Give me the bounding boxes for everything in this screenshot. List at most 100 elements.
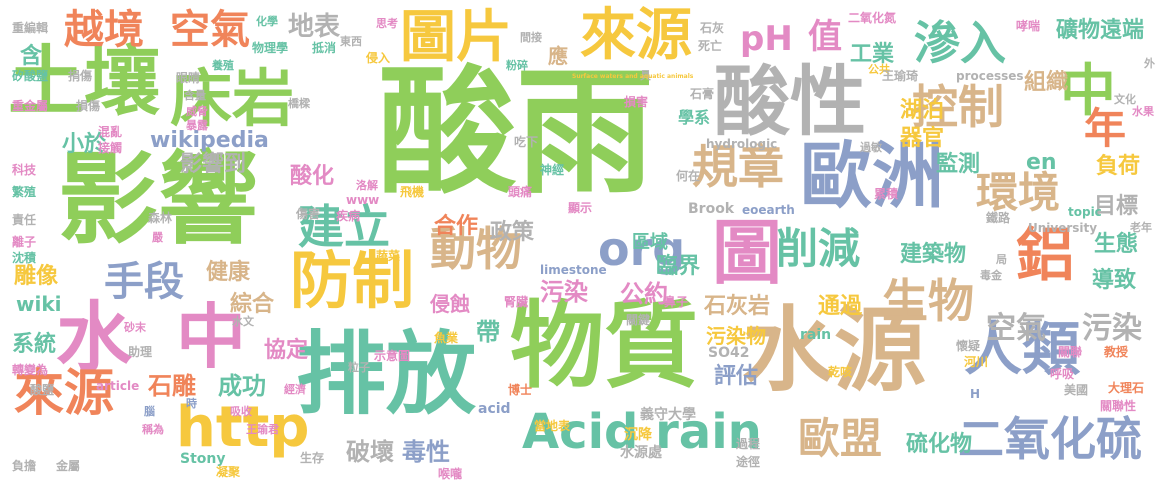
word-article: article — [96, 379, 140, 393]
word-org: org — [598, 222, 686, 276]
word-evaluate: 評估 — [714, 364, 759, 389]
word-economy: 經濟 — [284, 383, 306, 396]
word-mineral: 礦物 — [1056, 18, 1101, 43]
word-water-office: 水源處 — [620, 445, 662, 461]
word-aluminum: 鋁 — [1016, 221, 1075, 289]
word-fishery: 魚業 — [434, 331, 459, 345]
word-eoearth: eoearth — [742, 203, 795, 217]
word-monitor: 監測 — [936, 152, 981, 177]
word-integrated: 綜合 — [230, 292, 275, 317]
word-bureau: 局 — [996, 253, 1007, 266]
word-forest: 森林 — [148, 211, 173, 225]
word-statue: 雕像 — [14, 264, 59, 289]
word-farming: 養殖 — [212, 59, 234, 72]
word-content: 含量 — [184, 89, 206, 102]
word-injure: 捐傷 — [68, 69, 93, 83]
word-nose: 鼻子 — [664, 295, 689, 309]
word-remote: 遠端 — [1100, 18, 1145, 43]
word-public: 公共 — [868, 63, 890, 76]
word-bridge: 橋樑 — [288, 97, 310, 110]
word-asthma: 哮喘 — [1016, 19, 1041, 33]
word-limestone-cjk: 石灰岩 — [704, 294, 771, 319]
word-toxic-metal: 毒金 — [980, 269, 1002, 282]
word-acid-salt: 酸鹽 — [30, 383, 55, 397]
word-sulfide: 硫化物 — [906, 432, 973, 457]
word-system: 系統 — [12, 332, 57, 357]
word-department: 學系 — [678, 108, 711, 127]
word-topic: topic — [1068, 205, 1102, 219]
word-lime: 石灰 — [700, 21, 725, 35]
word-reduce: 削減 — [776, 224, 861, 273]
word-year: 年 — [1084, 104, 1127, 153]
word-kidney: 腎臟 — [504, 295, 529, 309]
word-disease: 疾病 — [336, 209, 361, 223]
word-establish: 建立 — [298, 200, 390, 254]
word-wang-yuqi: 王瑜琦 — [882, 69, 919, 83]
word-sulfur-dioxide: 二氧化硫 — [958, 412, 1142, 466]
word-bedrock: 床岩 — [170, 62, 295, 135]
word-middle-green: 中 — [1060, 59, 1116, 124]
word-elderly: 老年 — [1130, 221, 1152, 234]
word-so42: SO42 — [708, 345, 750, 361]
word-hydrology: 水文 — [232, 315, 254, 328]
word-dry-cough: 乾咳 — [828, 365, 853, 379]
word-eu: 歐盟 — [798, 414, 883, 463]
word-professor: 教授 — [1104, 345, 1129, 359]
word-europe: 歐洲 — [800, 134, 945, 218]
word-survive: 生存 — [300, 451, 325, 465]
word-reedit: 重編輯 — [12, 21, 49, 35]
word-control: 控制 — [912, 80, 1004, 134]
word-marble: 大理石 — [1108, 381, 1145, 395]
word-strict: 嚴 — [152, 231, 163, 244]
word-policy: 政策 — [490, 220, 535, 245]
word-source-left: 來源 — [14, 364, 114, 422]
word-www: www — [346, 193, 380, 207]
word-water: 水 — [56, 293, 132, 382]
word-source-top: 來源 — [580, 3, 692, 68]
word-industry: 工業 — [850, 42, 895, 67]
word-organization: 組織 — [1024, 70, 1069, 95]
word-soil: 土壤 — [8, 37, 160, 126]
word-processes: processes — [956, 69, 1024, 83]
word-where: 何在 — [676, 169, 701, 183]
word-surface-waters: Surface waters and aquatic animals — [572, 73, 694, 80]
word-erosion: 侵蝕 — [430, 292, 470, 316]
word-affect-to: 影響到 — [180, 152, 247, 177]
word-threat: 威脅 — [186, 105, 208, 118]
word-pass: 通過 — [818, 294, 863, 319]
word-ecology: 生態 — [1094, 232, 1139, 257]
word-influence: 影響 — [58, 141, 258, 258]
word-assistant: 助理 — [128, 345, 153, 359]
word-h: H — [970, 387, 981, 401]
word-called: 稱為 — [142, 423, 164, 436]
word-prevention: 防制 — [290, 244, 415, 317]
word-schematic: 示意圖 — [374, 349, 411, 363]
word-thing: 東西 — [340, 35, 362, 48]
word-acidity: 酸性 — [714, 57, 866, 146]
word-acid: acid — [478, 401, 511, 417]
word-culture: 文化 — [1114, 93, 1136, 106]
word-pollution-mid: 污染 — [540, 278, 588, 306]
word-particle: 粒子 — [348, 361, 370, 374]
word-relate: 關聯 — [1058, 345, 1083, 359]
word-surface-when: 當地表 — [534, 419, 571, 433]
word-acid-rain-cjk: 酸雨 — [378, 52, 655, 213]
word-crush: 粉碎 — [506, 59, 528, 72]
word-ph: pH — [740, 19, 793, 59]
word-pollutant: 污染物 — [706, 324, 766, 348]
word-rain: rain — [800, 327, 832, 343]
word-chaos: 混亂 — [98, 125, 123, 139]
word-critical: 臨界 — [656, 254, 701, 279]
word-reproduce: 繁殖 — [12, 185, 37, 199]
word-accumulate: 累積 — [874, 187, 899, 201]
word-humans: 人類 — [964, 315, 1081, 383]
word-air-top: 空氣 — [170, 7, 250, 53]
word-yishou-university: 義守大學 — [640, 407, 696, 423]
word-middle-pink: 中 — [176, 296, 246, 378]
word-contain: 含 — [20, 44, 43, 69]
word-display: 顯示 — [568, 201, 593, 215]
word-pollution-right: 污染 — [1082, 311, 1142, 346]
word-cause: 導致 — [1092, 268, 1137, 293]
word-success: 成功 — [218, 372, 266, 400]
